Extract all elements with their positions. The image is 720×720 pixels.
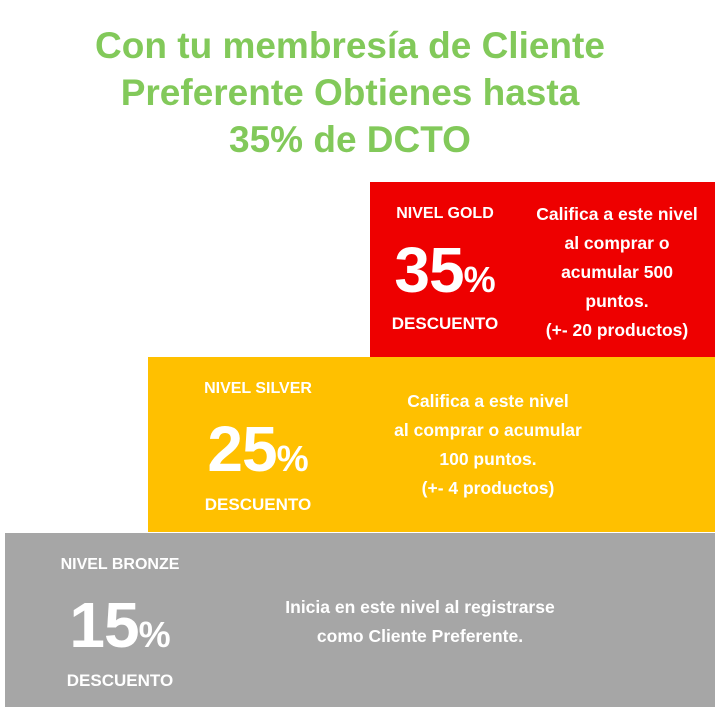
gold-description-line: Califica a este nivel (536, 204, 698, 224)
gold-description: Califica a este nivel al comprar o acumu… (522, 200, 712, 345)
silver-discount-number: 25 (207, 413, 277, 485)
headline-line-1: Con tu membresía de Cliente (95, 25, 605, 66)
bronze-discount-number: 15 (69, 589, 139, 661)
gold-description-line: puntos. (585, 291, 649, 311)
bronze-discount-label: DESCUENTO (66, 671, 174, 690)
tier-silver: NIVEL SILVER 25% DESCUENTO Califica a es… (148, 357, 715, 532)
silver-badge: NIVEL SILVER 25% DESCUENTO (183, 379, 333, 515)
silver-description-line: 100 puntos. (439, 449, 537, 469)
bronze-description: Inicia en este nivel al registrarse como… (235, 593, 605, 651)
silver-level-label: NIVEL SILVER (204, 380, 312, 397)
gold-level-label: NIVEL GOLD (396, 205, 494, 222)
bronze-percent-sign: % (138, 614, 171, 655)
gold-description-line: acumular 500 (561, 262, 673, 282)
bronze-description-line: como Cliente Preferente. (316, 626, 524, 646)
bronze-description-line: Inicia en este nivel al registrarse (285, 597, 555, 617)
tier-bronze: NIVEL BRONZE 15% DESCUENTO Inicia en est… (5, 533, 715, 707)
headline-line-2: Preferente Obtienes hasta (120, 72, 580, 113)
gold-description-line: (+- 20 productos) (545, 320, 689, 340)
tier-gold: NIVEL GOLD 35% DESCUENTO Califica a este… (370, 182, 715, 360)
gold-discount-label: DESCUENTO (391, 314, 499, 333)
headline-line-3: 35% de DCTO (229, 119, 471, 160)
bronze-badge: NIVEL BRONZE 15% DESCUENTO (45, 555, 195, 691)
gold-discount-percent: 35% (370, 238, 520, 302)
gold-badge: NIVEL GOLD 35% DESCUENTO (370, 204, 520, 334)
silver-description-line: Califica a este nivel (407, 391, 569, 411)
gold-description-line: al comprar o (564, 233, 670, 253)
silver-description: Califica a este nivel al comprar o acumu… (348, 387, 628, 503)
silver-discount-percent: 25% (183, 417, 333, 481)
silver-description-line: (+- 4 productos) (421, 478, 555, 498)
silver-discount-label: DESCUENTO (204, 495, 312, 514)
silver-percent-sign: % (276, 438, 309, 479)
gold-percent-sign: % (463, 259, 496, 300)
headline: Con tu membresía de Cliente Preferente O… (0, 22, 700, 163)
silver-description-line: al comprar o acumular (394, 420, 582, 440)
bronze-level-label: NIVEL BRONZE (60, 556, 180, 573)
gold-discount-number: 35 (394, 234, 464, 306)
bronze-discount-percent: 15% (45, 593, 195, 657)
